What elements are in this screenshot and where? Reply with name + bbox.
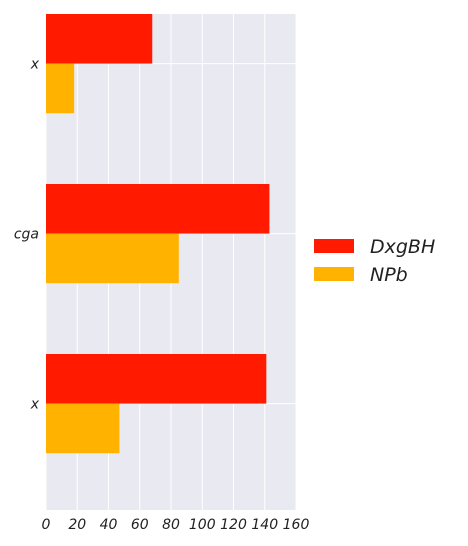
legend-swatch-npb	[314, 267, 354, 281]
x-tick-label: 40	[100, 517, 118, 533]
bar-npb-0	[46, 63, 75, 114]
legend-swatch-dxgbh	[314, 239, 354, 253]
legend-label-npb: NPb	[370, 264, 408, 286]
x-tick-label: 80	[162, 517, 180, 533]
legend-label-dxgbh: DxgBH	[370, 236, 435, 258]
bar-dxgbh-1	[46, 184, 270, 234]
x-tick-labels: 0 20 40 60 80 100 120 140 160	[42, 517, 310, 533]
bar-dxgbh-0	[46, 14, 153, 64]
legend: DxgBH NPb	[314, 236, 435, 286]
bar-npb-1	[46, 233, 179, 284]
x-tick-label: 60	[131, 517, 149, 533]
y-tick-label: x	[30, 57, 40, 73]
x-tick-label: 120	[220, 517, 247, 533]
x-tick-label: 140	[251, 517, 278, 533]
y-tick-label: cga	[14, 227, 39, 243]
x-tick-label: 0	[42, 517, 51, 533]
x-tick-label: 100	[189, 517, 216, 533]
y-tick-labels: x cga x	[14, 57, 40, 413]
x-tick-label: 160	[283, 517, 310, 533]
y-tick-label: x	[30, 397, 40, 413]
bar-dxgbh-2	[46, 354, 267, 404]
bars	[46, 14, 270, 454]
x-tick-label: 20	[68, 517, 86, 533]
bar-npb-2	[46, 403, 120, 454]
